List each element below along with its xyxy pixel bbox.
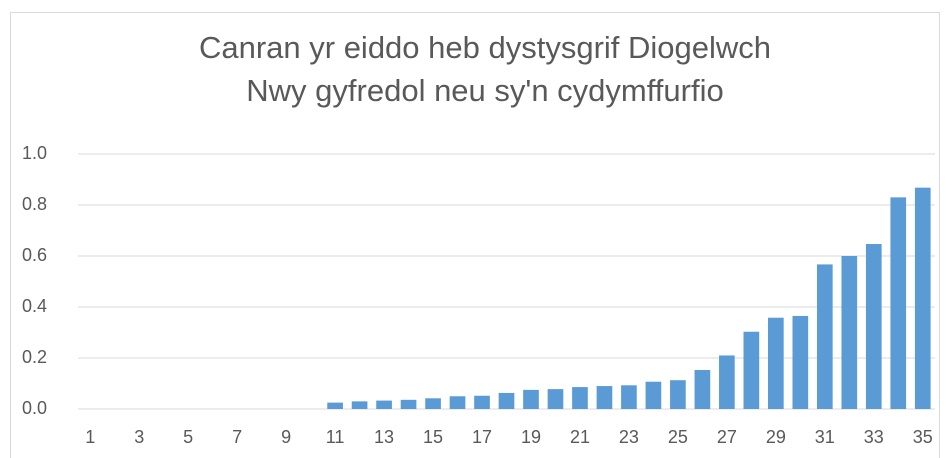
bar xyxy=(743,331,760,409)
bar xyxy=(670,380,686,409)
x-tick-label: 17 xyxy=(472,427,492,447)
bar xyxy=(694,369,711,409)
y-tick-label: 0.2 xyxy=(22,347,47,367)
x-tick-label: 3 xyxy=(134,427,144,447)
y-tick-label: 0.0 xyxy=(22,398,47,418)
bar xyxy=(523,389,539,409)
x-tick-label: 33 xyxy=(864,427,884,447)
bar xyxy=(816,264,833,409)
bar xyxy=(865,244,882,409)
y-tick-label: 0.4 xyxy=(22,296,47,316)
x-tick-label: 13 xyxy=(374,427,394,447)
bar xyxy=(645,381,662,409)
bar xyxy=(498,392,515,409)
bar xyxy=(719,355,735,409)
bar xyxy=(572,387,588,409)
bar xyxy=(474,395,490,409)
x-tick-label: 11 xyxy=(326,427,345,447)
bar xyxy=(890,197,907,409)
bar xyxy=(596,386,613,409)
chart-border xyxy=(10,12,940,458)
bar xyxy=(841,256,858,409)
x-tick-label: 31 xyxy=(815,427,835,447)
x-tick-label: 1 xyxy=(85,427,95,447)
bar xyxy=(547,389,564,409)
bar xyxy=(621,385,637,409)
bar xyxy=(327,402,343,409)
x-tick-label: 27 xyxy=(717,427,737,447)
x-tick-label: 23 xyxy=(619,427,639,447)
x-tick-label: 7 xyxy=(232,427,242,447)
bar xyxy=(768,317,784,409)
y-tick-label: 1.0 xyxy=(22,143,47,163)
x-tick-label: 5 xyxy=(183,427,193,447)
bar xyxy=(376,400,392,409)
x-tick-label: 15 xyxy=(423,427,443,447)
bar xyxy=(351,401,368,409)
y-tick-label: 0.6 xyxy=(22,245,47,265)
bar xyxy=(400,399,417,409)
x-tick-label: 25 xyxy=(668,427,688,447)
x-tick-label: 35 xyxy=(913,427,933,447)
x-tick-label: 9 xyxy=(281,427,291,447)
x-tick-label: 29 xyxy=(766,427,786,447)
x-tick-label: 19 xyxy=(521,427,541,447)
bar xyxy=(914,187,931,409)
bar xyxy=(792,315,809,409)
chart-title: Canran yr eiddo heb dystysgrif Diogelwch xyxy=(199,30,771,65)
bar xyxy=(425,398,441,409)
x-tick-label: 21 xyxy=(570,427,590,447)
bar xyxy=(449,396,466,409)
y-tick-label: 0.8 xyxy=(22,194,47,214)
chart-title: Nwy gyfredol neu sy'n cydymffurfio xyxy=(246,73,723,108)
